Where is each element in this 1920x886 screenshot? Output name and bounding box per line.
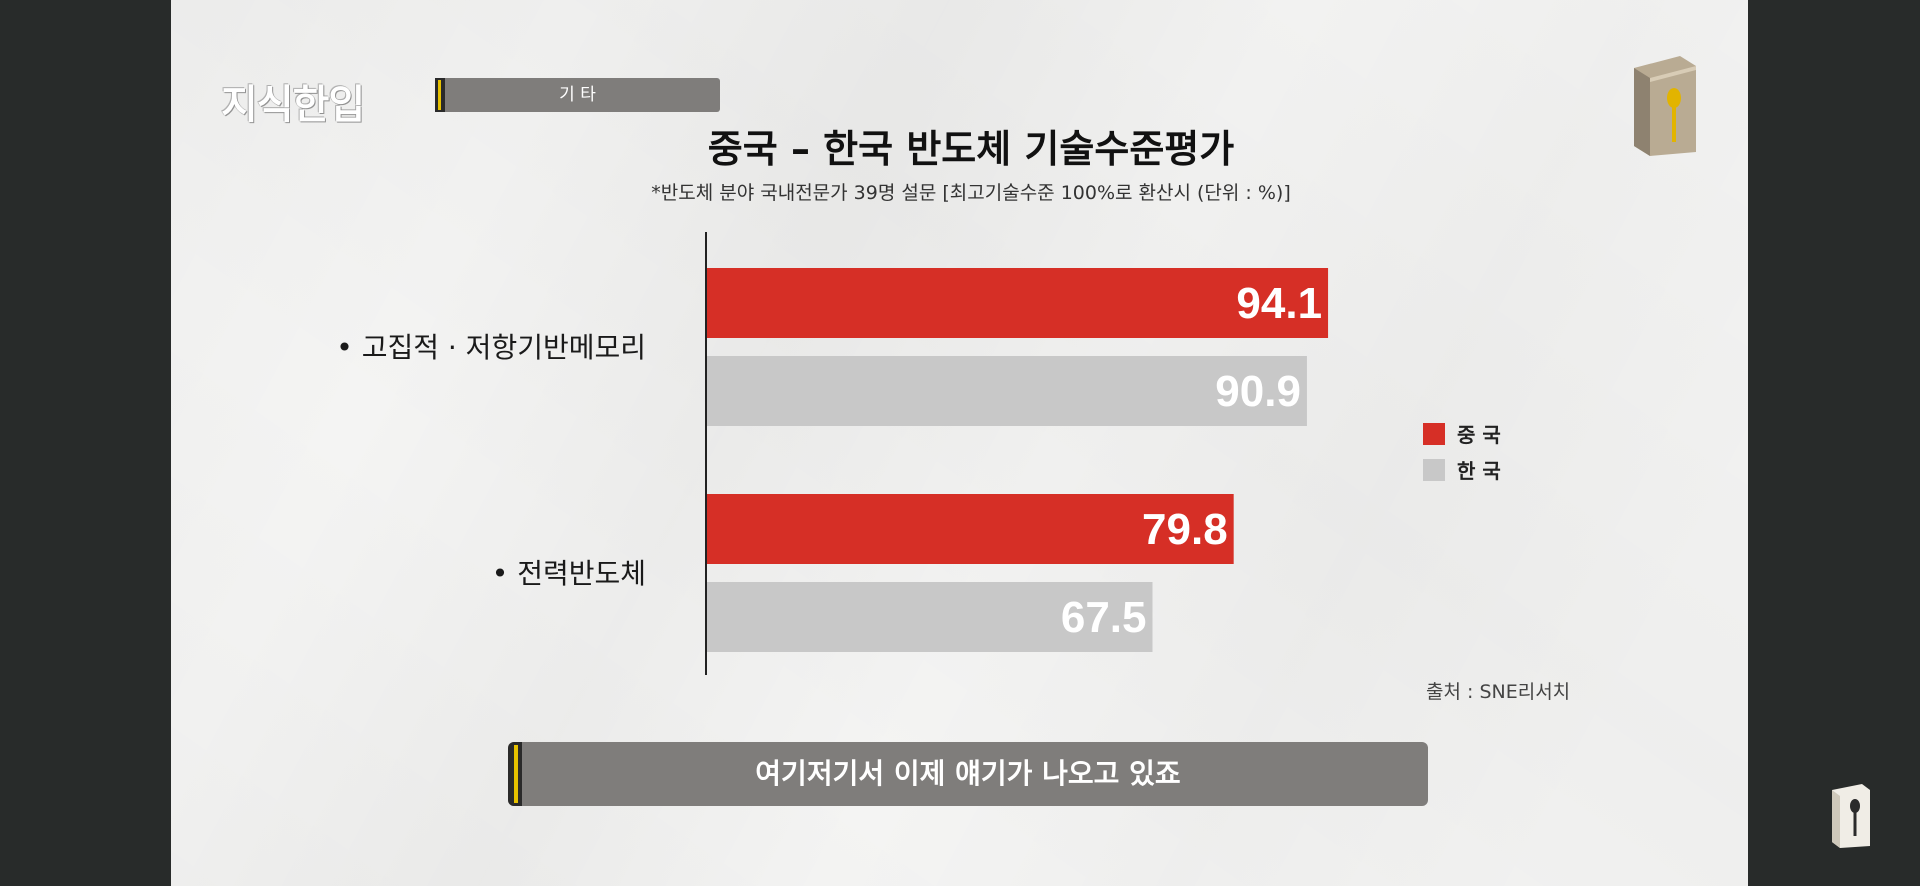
- slide-paper: 지식한입 기 타 중국 – 한국 반도체 기술수준평가 *반도체 분야 국내전문…: [171, 0, 1748, 886]
- chart-subtitle: *반도체 분야 국내전문가 39명 설문 [최고기술수준 100%로 환산시 (…: [651, 182, 1291, 204]
- bar-chart: • 고집적 · 저항기반메모리 94.1 90.9 • 전력반도체 79.8 67.5 중 …: [336, 232, 1501, 675]
- legend-swatch: [1423, 423, 1445, 445]
- source-note: 출처 : SNE리서치: [1426, 681, 1571, 703]
- tag-stripe: [435, 78, 445, 112]
- data-label: 90.9: [1215, 367, 1301, 416]
- category-tag: 기 타: [435, 78, 720, 112]
- legend-label: 중 국: [1457, 423, 1501, 447]
- category-label: • 고집적 · 저항기반메모리: [336, 331, 646, 364]
- chart-title: 중국 – 한국 반도체 기술수준평가: [707, 127, 1235, 171]
- data-label: 94.1: [1236, 279, 1322, 328]
- caption-bar: 여기저기서 이제 얘기가 나오고 있죠: [508, 742, 1428, 806]
- data-label: 67.5: [1061, 593, 1147, 642]
- bar-korea: [707, 356, 1307, 426]
- right-letterbox: [1748, 0, 1920, 886]
- category-label: • 전력반도체: [492, 557, 646, 590]
- caption-text: 여기저기서 이제 얘기가 나오고 있죠: [755, 757, 1181, 790]
- category-label: 기 타: [559, 85, 596, 105]
- bar-china: [707, 268, 1329, 338]
- left-letterbox: [0, 0, 171, 886]
- legend-label: 한 국: [1457, 459, 1501, 483]
- channel-logo: 지식한입: [221, 82, 365, 128]
- bar-china: [707, 494, 1234, 564]
- data-label: 79.8: [1142, 505, 1228, 554]
- caption-stripe: [508, 742, 522, 806]
- bar-korea: [707, 582, 1153, 652]
- book-spoon-icon: [1634, 56, 1696, 156]
- legend-swatch: [1423, 459, 1445, 481]
- book-spoon-icon: [1832, 784, 1870, 848]
